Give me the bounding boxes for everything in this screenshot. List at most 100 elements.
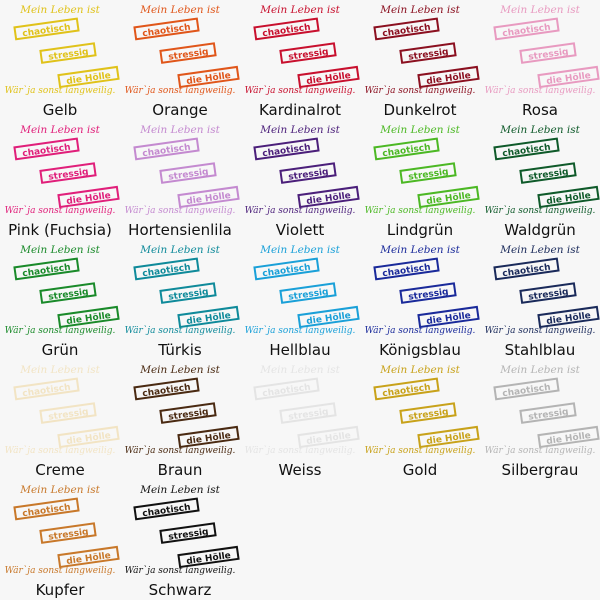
stamp-chaotisch: chaotisch [493,257,560,281]
design-tagline: Wär`ja sonst langweilig. [484,446,596,456]
stamp-die-hoelle: die Hölle [297,185,360,209]
design-headline: Mein Leben ist [380,124,460,136]
design-tagline: Wär`ja sonst langweilig. [4,86,116,96]
stamp-die-hoelle: die Hölle [57,185,120,209]
design-headline: Mein Leben ist [380,244,460,256]
color-name-label: Stahlblau [504,341,576,359]
stamp-stressig: stressig [159,42,218,64]
stamp-die-hoelle: die Hölle [537,425,600,449]
stamp-stressig: stressig [39,402,98,424]
stamp-chaotisch: chaotisch [133,257,200,281]
color-swatch[interactable]: Mein Leben ist chaotisch stressig die Hölle… [120,0,240,120]
stamp-chaotisch: chaotisch [13,497,80,521]
color-swatch[interactable]: Mein Leben ist chaotisch stressig die Hölle… [120,480,240,600]
color-name-label: Rosa [522,101,558,119]
stamp-stressig: stressig [399,162,458,184]
color-swatch[interactable]: Mein Leben ist chaotisch stressig die Hölle… [240,120,360,240]
design-tagline: Wär`ja sonst langweilig. [4,206,116,216]
stamp-stressig: stressig [399,42,458,64]
color-swatch[interactable]: Mein Leben ist chaotisch stressig die Hölle… [360,0,480,120]
stamp-chaotisch: chaotisch [253,377,320,401]
design-headline: Mein Leben ist [20,484,100,496]
color-swatch[interactable]: Mein Leben ist chaotisch stressig die Hölle… [0,0,120,120]
stamp-chaotisch: chaotisch [253,17,320,41]
stamp-die-hoelle: die Hölle [537,185,600,209]
color-swatch[interactable]: Mein Leben ist chaotisch stressig die Hölle… [0,480,120,600]
color-swatch[interactable]: Mein Leben ist chaotisch stressig die Hölle… [120,360,240,480]
stamp-die-hoelle: die Hölle [417,65,480,89]
color-swatch[interactable]: Mein Leben ist chaotisch stressig die Hölle… [120,240,240,360]
color-name-label: Gelb [42,101,78,119]
color-swatch[interactable]: Mein Leben ist chaotisch stressig die Hölle… [0,240,120,360]
stamp-die-hoelle: die Hölle [57,305,120,329]
color-swatch[interactable]: Mein Leben ist chaotisch stressig die Hölle… [480,0,600,120]
color-swatch[interactable]: Mein Leben ist chaotisch stressig die Hölle… [480,120,600,240]
color-name-label: Braun [157,461,203,479]
color-swatch[interactable]: Mein Leben ist chaotisch stressig die Hölle… [360,120,480,240]
design-tagline: Wär`ja sonst langweilig. [364,206,476,216]
color-name-label: Königsblau [379,341,461,359]
stamp-chaotisch: chaotisch [253,257,320,281]
stamp-chaotisch: chaotisch [133,17,200,41]
color-swatch[interactable]: Mein Leben ist chaotisch stressig die Hölle… [240,0,360,120]
stamp-chaotisch: chaotisch [373,257,440,281]
color-name-label: Orange [152,101,208,119]
stamp-die-hoelle: die Hölle [297,425,360,449]
design-tagline: Wär`ja sonst langweilig. [4,326,116,336]
color-swatch[interactable]: Mein Leben ist chaotisch stressig die Hölle… [360,360,480,480]
color-swatch[interactable]: Mein Leben ist chaotisch stressig die Hölle… [480,240,600,360]
design-headline: Mein Leben ist [380,4,460,16]
stamp-die-hoelle: die Hölle [417,425,480,449]
stamp-stressig: stressig [279,402,338,424]
design-headline: Mein Leben ist [260,4,340,16]
stamp-die-hoelle: die Hölle [417,185,480,209]
color-swatch[interactable]: Mein Leben ist chaotisch stressig die Hölle… [360,240,480,360]
design-tagline: Wär`ja sonst langweilig. [124,326,236,336]
stamp-stressig: stressig [399,282,458,304]
stamp-die-hoelle: die Hölle [57,65,120,89]
color-name-label: Grün [41,341,79,359]
stamp-die-hoelle: die Hölle [57,545,120,569]
stamp-stressig: stressig [159,162,218,184]
stamp-stressig: stressig [279,282,338,304]
design-tagline: Wär`ja sonst langweilig. [244,206,356,216]
design-headline: Mein Leben ist [20,364,100,376]
design-headline: Mein Leben ist [500,364,580,376]
stamp-chaotisch: chaotisch [13,17,80,41]
color-name-label: Lindgrün [386,221,454,239]
stamp-die-hoelle: die Hölle [177,305,240,329]
color-swatch[interactable]: Mein Leben ist chaotisch stressig die Hölle… [0,120,120,240]
color-swatch[interactable]: Mein Leben ist chaotisch stressig die Hölle… [0,360,120,480]
design-headline: Mein Leben ist [20,124,100,136]
stamp-chaotisch: chaotisch [373,377,440,401]
stamp-chaotisch: chaotisch [493,137,560,161]
color-name-label: Kupfer [35,581,85,599]
stamp-stressig: stressig [279,162,338,184]
stamp-die-hoelle: die Hölle [297,65,360,89]
stamp-chaotisch: chaotisch [493,377,560,401]
color-swatch[interactable]: Mein Leben ist chaotisch stressig die Hölle… [480,360,600,480]
stamp-stressig: stressig [39,522,98,544]
design-headline: Mein Leben ist [20,244,100,256]
stamp-chaotisch: chaotisch [13,377,80,401]
color-name-label: Weiss [278,461,322,479]
color-swatch[interactable]: Mein Leben ist chaotisch stressig die Hölle… [240,240,360,360]
design-tagline: Wär`ja sonst langweilig. [4,446,116,456]
design-tagline: Wär`ja sonst langweilig. [124,566,236,576]
design-headline: Mein Leben ist [260,364,340,376]
color-name-label: Dunkelrot [383,101,457,119]
stamp-stressig: stressig [399,402,458,424]
design-tagline: Wär`ja sonst langweilig. [244,86,356,96]
stamp-stressig: stressig [159,402,218,424]
color-swatch[interactable]: Mein Leben ist chaotisch stressig die Hölle… [240,360,360,480]
design-tagline: Wär`ja sonst langweilig. [124,86,236,96]
stamp-die-hoelle: die Hölle [177,425,240,449]
design-tagline: Wär`ja sonst langweilig. [364,86,476,96]
stamp-chaotisch: chaotisch [133,137,200,161]
color-swatch[interactable]: Mein Leben ist chaotisch stressig die Hölle… [120,120,240,240]
stamp-chaotisch: chaotisch [493,17,560,41]
design-headline: Mein Leben ist [140,244,220,256]
design-tagline: Wär`ja sonst langweilig. [124,446,236,456]
design-headline: Mein Leben ist [140,4,220,16]
